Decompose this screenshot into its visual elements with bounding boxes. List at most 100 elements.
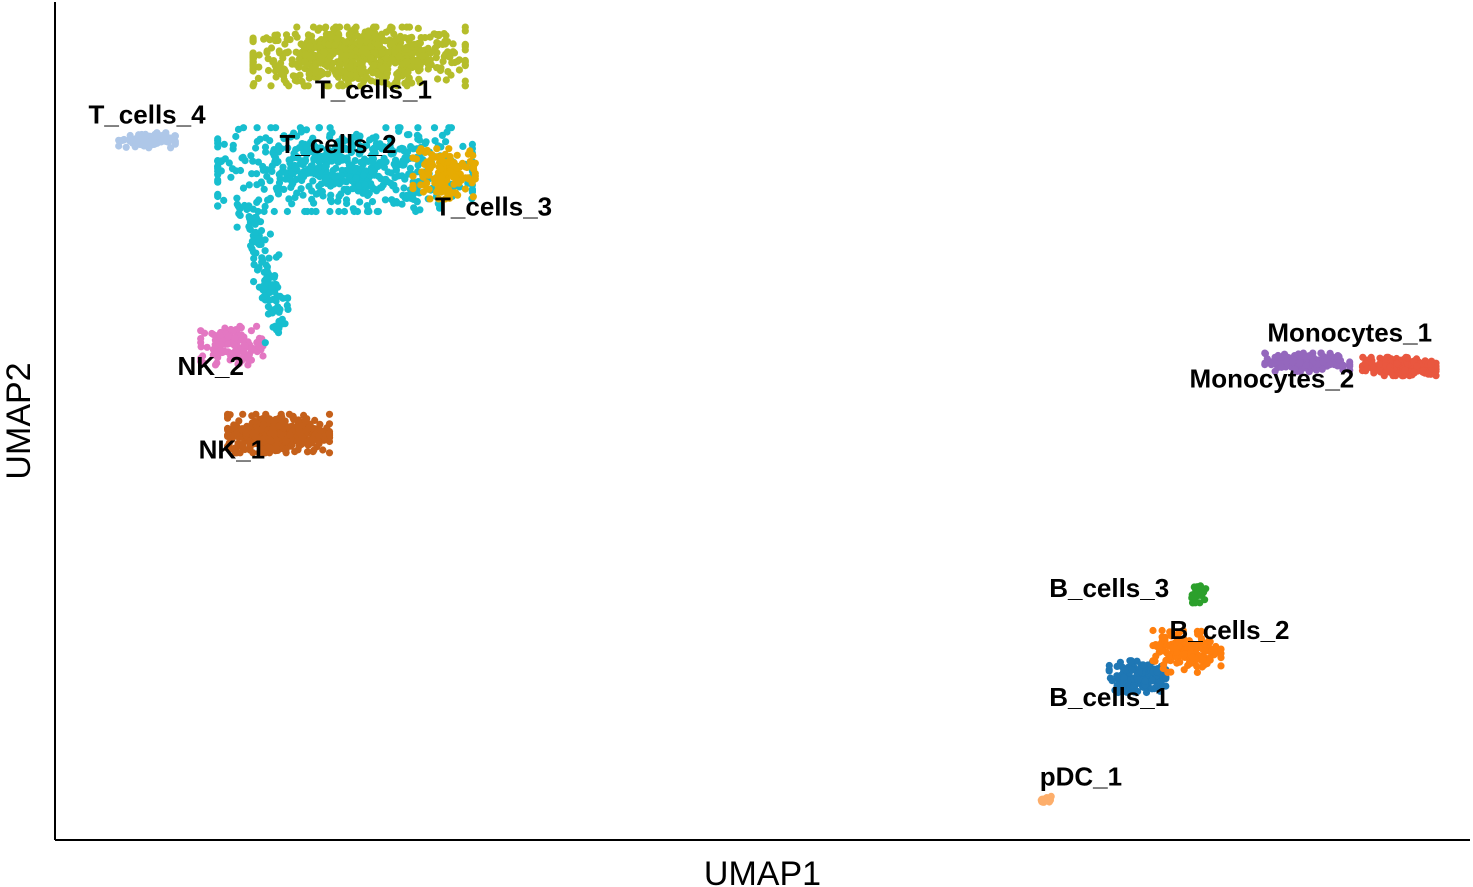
point — [272, 326, 280, 334]
point — [1318, 365, 1326, 373]
point — [461, 185, 469, 193]
point — [235, 417, 243, 425]
point — [255, 51, 263, 59]
point — [1302, 361, 1310, 369]
point — [233, 223, 241, 231]
point — [331, 173, 339, 181]
point — [403, 45, 411, 54]
point — [455, 66, 463, 74]
point — [316, 43, 324, 51]
point — [1191, 599, 1199, 607]
point — [240, 347, 248, 355]
point — [203, 343, 211, 351]
point — [409, 185, 417, 193]
point — [418, 47, 426, 55]
point — [362, 73, 370, 81]
point — [1142, 688, 1151, 697]
point — [446, 168, 454, 176]
point — [469, 193, 477, 201]
point — [260, 292, 268, 300]
point — [378, 49, 386, 57]
point — [252, 228, 260, 236]
point — [439, 57, 447, 65]
point — [1188, 653, 1197, 661]
cluster-labels: T_cells_1 T_cells_2 T_cells_3 T_cells_4 NK_2… — [88, 74, 1432, 791]
point — [356, 38, 365, 46]
point — [248, 412, 256, 420]
point — [325, 410, 334, 418]
point — [266, 444, 274, 452]
point — [374, 162, 382, 171]
point — [239, 124, 248, 132]
point — [326, 124, 334, 132]
point — [270, 273, 278, 281]
point — [457, 176, 465, 184]
point — [353, 207, 362, 216]
cluster-t-cells-2 — [214, 124, 476, 216]
point — [255, 63, 263, 71]
point — [271, 31, 279, 39]
point — [406, 40, 414, 48]
point — [278, 317, 286, 325]
point — [386, 136, 395, 144]
point — [341, 137, 349, 145]
point — [367, 54, 375, 62]
point — [326, 133, 334, 141]
point — [258, 258, 266, 266]
point — [378, 64, 387, 72]
points-layer — [115, 23, 1440, 806]
point — [1159, 664, 1167, 673]
point — [333, 179, 341, 187]
point — [230, 444, 238, 452]
point — [299, 191, 307, 199]
point — [293, 33, 301, 41]
point — [361, 189, 369, 197]
point — [333, 35, 341, 43]
point — [200, 329, 209, 337]
point — [418, 52, 426, 60]
point — [260, 185, 268, 193]
point — [470, 165, 478, 173]
point — [371, 149, 379, 157]
point — [134, 140, 142, 148]
point — [1158, 626, 1166, 635]
point — [390, 181, 398, 189]
point — [1188, 643, 1196, 652]
point — [274, 283, 282, 291]
point — [408, 50, 416, 58]
cluster-label-b-cells-3: B_cells_3 — [1049, 573, 1169, 603]
point — [308, 207, 316, 216]
cluster-label-nk-1: NK_1 — [199, 435, 265, 465]
point — [427, 49, 435, 57]
point — [313, 149, 321, 157]
point — [1179, 626, 1187, 635]
point — [446, 152, 454, 161]
point — [239, 184, 248, 192]
point — [468, 140, 476, 148]
point — [1175, 636, 1183, 644]
point — [197, 338, 205, 347]
point — [1166, 628, 1174, 636]
point — [413, 197, 421, 206]
point — [295, 425, 303, 434]
point — [356, 65, 364, 73]
point — [1288, 358, 1297, 366]
point — [270, 417, 278, 425]
point — [406, 34, 414, 42]
point — [268, 283, 276, 292]
point — [325, 420, 334, 428]
point — [412, 155, 421, 163]
point — [1274, 351, 1282, 360]
point — [423, 179, 431, 187]
point — [236, 322, 244, 330]
point — [295, 144, 303, 152]
point — [1148, 685, 1156, 693]
point — [399, 161, 407, 169]
point — [245, 223, 253, 231]
point — [1190, 583, 1198, 591]
point — [259, 166, 267, 174]
point — [345, 173, 353, 181]
point — [265, 254, 273, 262]
cluster-b-cells-2 — [1149, 626, 1225, 677]
point — [1413, 362, 1421, 370]
